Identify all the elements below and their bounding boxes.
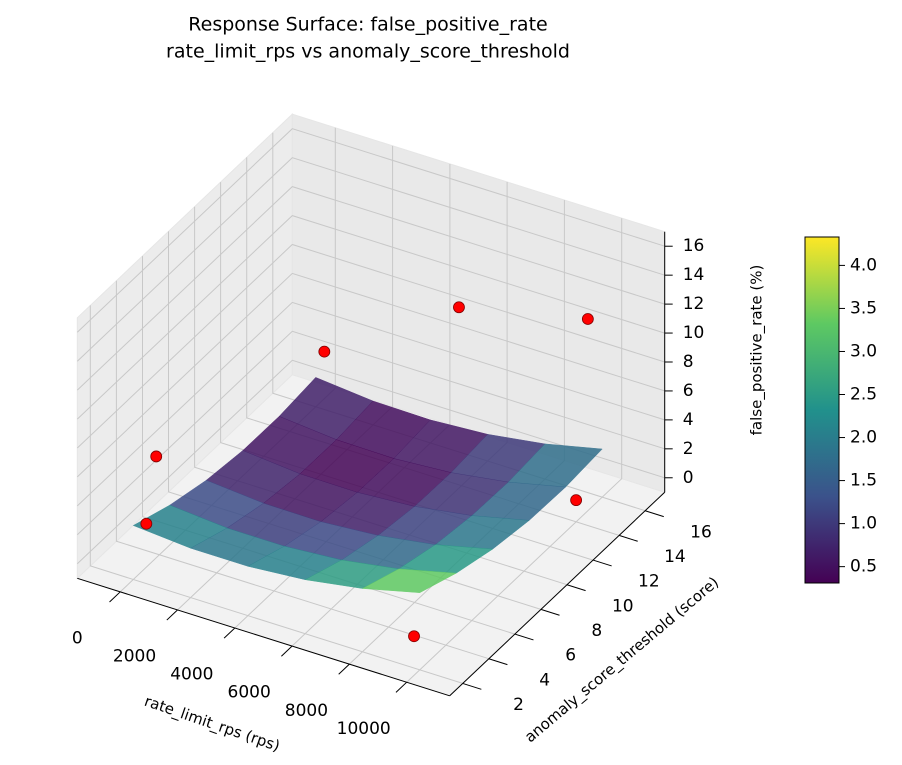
z-tick-label: 14 xyxy=(683,265,705,285)
x-tick-label: 2000 xyxy=(113,647,156,667)
chart-subtitle: rate_limit_rps vs anomaly_score_threshol… xyxy=(166,41,570,63)
grid-line xyxy=(76,301,665,507)
colorbar-tick-label: 1.0 xyxy=(850,514,877,534)
y-axis-line xyxy=(449,491,666,697)
data-point xyxy=(140,517,153,530)
y-tick xyxy=(462,682,482,690)
grid-line xyxy=(76,243,665,449)
y-tick xyxy=(540,608,560,616)
y-tick xyxy=(618,534,638,542)
z-tick-label: 12 xyxy=(683,294,705,314)
x-tick-label: 0 xyxy=(72,629,83,649)
x-tick-label: 6000 xyxy=(228,683,271,703)
chart-title: Response Surface: false_positive_rate xyxy=(188,14,547,36)
z-tick-label: 0 xyxy=(683,468,694,488)
grid-line xyxy=(76,157,665,362)
colorbar-tick-label: 3.5 xyxy=(850,298,877,318)
x-tick-label: 4000 xyxy=(170,665,213,685)
colorbar-tick-label: 4.0 xyxy=(850,255,877,275)
z-tick-label: 6 xyxy=(683,381,694,401)
y-tick-label: 4 xyxy=(539,670,550,690)
y-tick xyxy=(644,510,664,518)
y-tick-label: 10 xyxy=(612,596,634,616)
grid-line xyxy=(76,272,665,478)
x-tick-label: 10000 xyxy=(337,719,391,739)
data-point xyxy=(453,301,465,314)
data-point xyxy=(408,630,420,643)
grid-line xyxy=(76,128,665,333)
x-tick xyxy=(338,663,350,675)
surface-patch xyxy=(361,568,458,593)
colorbar-tick-label: 2.0 xyxy=(850,428,877,448)
x-axis-line xyxy=(77,577,450,697)
y-tick xyxy=(514,633,534,641)
grid-line xyxy=(76,359,665,565)
z-tick-label: 2 xyxy=(683,439,694,459)
y-tick-label: 8 xyxy=(591,621,602,641)
y-tick-label: 16 xyxy=(690,522,712,542)
z-tick-label: 16 xyxy=(683,236,705,256)
data-point xyxy=(150,450,163,463)
grid-line xyxy=(142,256,515,635)
z-tick-label: 8 xyxy=(683,352,694,372)
y-tick-label: 6 xyxy=(565,646,576,666)
y-tick xyxy=(566,584,586,592)
grid-line xyxy=(406,218,623,683)
z-tick-label: 10 xyxy=(683,323,705,343)
grid-line xyxy=(115,280,489,660)
colorbar-tick-label: 3.0 xyxy=(850,341,877,361)
y-tick-label: 12 xyxy=(638,572,660,592)
data-point xyxy=(581,313,594,325)
grid-line xyxy=(76,186,665,391)
colorbar-tick-label: 1.5 xyxy=(850,471,877,491)
x-tick xyxy=(109,591,121,603)
grid-line xyxy=(76,215,665,420)
y-tick xyxy=(488,658,508,666)
x-tick xyxy=(166,609,178,621)
y-tick-label: 2 xyxy=(513,695,524,715)
grid-line xyxy=(76,330,665,536)
colorbar-tick-label: 2.5 xyxy=(850,385,877,405)
z-axis-label: false_positive_rate (%) xyxy=(748,265,767,436)
x-tick-label: 8000 xyxy=(285,701,328,721)
x-tick xyxy=(281,645,293,657)
data-point xyxy=(570,494,583,507)
grid-line xyxy=(89,305,463,684)
colorbar-tick-label: 0.5 xyxy=(850,557,877,577)
data-point xyxy=(318,345,331,358)
x-tick xyxy=(395,681,408,693)
colorbar xyxy=(804,236,840,584)
y-tick-label: 14 xyxy=(664,547,686,567)
x-tick xyxy=(223,627,236,639)
y-tick xyxy=(592,559,612,567)
z-tick-label: 4 xyxy=(683,410,694,430)
